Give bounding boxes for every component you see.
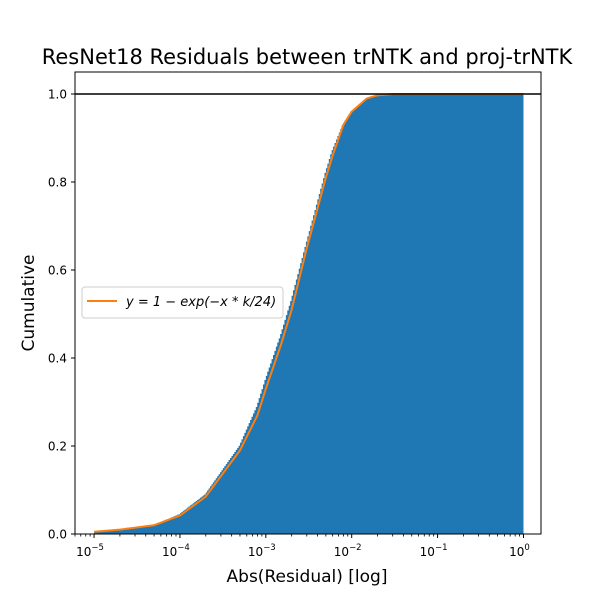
x-tick-label: 10−2 xyxy=(334,543,362,559)
x-tick-label: 100 xyxy=(509,543,530,559)
y-tick-label: 0.2 xyxy=(48,440,67,454)
chart-title: ResNet18 Residuals between trNTK and pro… xyxy=(42,45,574,69)
x-tick-label: 10−5 xyxy=(76,543,104,559)
y-tick-label: 0.6 xyxy=(48,264,67,278)
y-tick-label: 1.0 xyxy=(48,88,67,102)
y-axis-label: Cumulative xyxy=(19,254,39,351)
y-tick-label: 0.4 xyxy=(48,352,67,366)
legend-frame xyxy=(81,286,284,319)
x-tick-label: 10−1 xyxy=(420,543,448,559)
y-tick-label: 0.0 xyxy=(48,528,67,542)
x-tick-label: 10−4 xyxy=(162,543,190,559)
x-tick-label: 10−3 xyxy=(248,543,276,559)
cumulative-histogram xyxy=(94,94,524,534)
legend-label: y = 1 − exp(−x * k/24) xyxy=(125,295,276,310)
plot-frame xyxy=(74,71,542,535)
x-axis-label: Abs(Residual) [log] xyxy=(227,567,388,587)
legend: y = 1 − exp(−x * k/24) xyxy=(81,286,284,319)
y-tick-label: 0.8 xyxy=(48,176,67,190)
